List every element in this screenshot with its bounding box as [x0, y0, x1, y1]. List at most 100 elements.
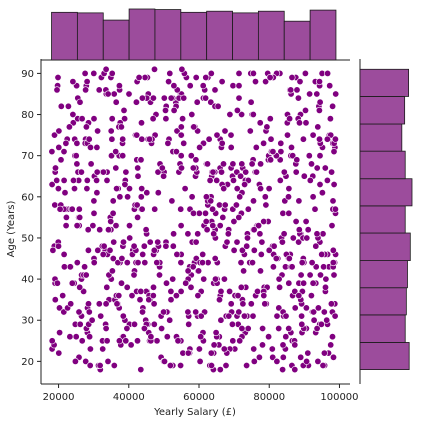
top-hist-bar [154, 9, 182, 61]
scatter-point [320, 349, 328, 357]
scatter-point [225, 312, 233, 320]
scatter-point [329, 259, 337, 267]
scatter-point [48, 181, 56, 189]
scatter-point [240, 267, 248, 275]
scatter-point [331, 205, 339, 213]
scatter-point [228, 320, 236, 328]
scatter-point [256, 267, 264, 275]
scatter-point [250, 226, 258, 234]
scatter-point [303, 234, 311, 242]
scatter-point [69, 111, 77, 119]
scatter-point [212, 275, 220, 283]
scatter-point [102, 324, 110, 332]
scatter-point [128, 292, 136, 300]
y-axis-ticks: 20 30 40 50 60 70 80 90 [21, 69, 41, 368]
scatter-point [184, 267, 192, 275]
scatter-point [188, 111, 196, 119]
scatter-point [202, 218, 210, 226]
x-tick-label: 60000 [183, 392, 215, 403]
scatter-point [259, 324, 267, 332]
scatter-point [316, 152, 324, 160]
scatter-point [216, 222, 224, 230]
scatter-point [90, 209, 98, 217]
scatter-point [276, 176, 284, 184]
scatter-point [211, 86, 219, 94]
scatter-point [267, 135, 275, 143]
scatter-point [226, 287, 234, 295]
scatter-point [212, 329, 220, 337]
scatter-point [292, 218, 300, 226]
scatter-point [315, 106, 323, 114]
scatter-point [115, 337, 123, 345]
right-hist-bar [359, 314, 406, 343]
top-hist-bar [283, 20, 311, 61]
scatter-point [71, 357, 79, 365]
scatter-point [145, 296, 153, 304]
scatter-point [83, 176, 91, 184]
scatter-point [150, 246, 158, 254]
scatter-point [138, 135, 146, 143]
scatter-point [321, 283, 329, 291]
scatter-point [213, 131, 221, 139]
scatter-point [246, 127, 254, 135]
scatter-point [137, 156, 145, 164]
scatter-point [316, 181, 324, 189]
scatter-point [96, 226, 104, 234]
scatter-point [135, 74, 143, 82]
scatter-point [233, 238, 241, 246]
scatter-point [282, 333, 290, 341]
scatter-point [53, 279, 61, 287]
scatter-point [304, 349, 312, 357]
scatter-point [236, 193, 244, 201]
scatter-point [301, 106, 309, 114]
scatter-point [205, 135, 213, 143]
scatter-point [319, 361, 327, 369]
scatter-point [220, 160, 228, 168]
scatter-point [209, 222, 217, 230]
scatter-point [134, 337, 142, 345]
scatter-point [154, 238, 162, 246]
scatter-point [116, 193, 124, 201]
scatter-point [313, 324, 321, 332]
scatter-point [216, 366, 224, 374]
scatter-point [202, 74, 210, 82]
scatter-point [166, 69, 174, 77]
scatter-point [108, 69, 116, 77]
scatter-point [194, 292, 202, 300]
scatter-point [302, 218, 310, 226]
scatter-point [126, 234, 134, 242]
scatter-point [221, 127, 229, 135]
scatter-point [256, 119, 264, 127]
scatter-point [84, 226, 92, 234]
x-axis-ticks: 20000 40000 60000 80000 100000 [43, 384, 359, 403]
scatter-point [182, 279, 190, 287]
scatter-point [261, 300, 269, 308]
scatter-point [327, 300, 335, 308]
scatter-point [327, 341, 335, 349]
scatter-point [82, 271, 90, 279]
scatter-point [177, 361, 185, 369]
scatter-point [310, 308, 318, 316]
scatter-point [137, 193, 145, 201]
scatter-point [71, 185, 79, 193]
scatter-point [108, 267, 116, 275]
scatter-point [173, 250, 181, 258]
scatter-point [293, 156, 301, 164]
scatter-point [278, 238, 286, 246]
scatter-point [154, 189, 162, 197]
scatter-point [277, 148, 285, 156]
scatter-point [299, 135, 307, 143]
scatter-point [85, 300, 93, 308]
scatter-point [289, 152, 297, 160]
scatter-point [273, 357, 281, 365]
scatter-point [301, 69, 309, 77]
scatter-point [243, 242, 251, 250]
scatter-point [257, 250, 265, 258]
scatter-point [199, 250, 207, 258]
scatter-point [113, 185, 121, 193]
scatter-point [177, 205, 185, 213]
scatter-point [260, 218, 268, 226]
scatter-point [248, 160, 256, 168]
scatter-point [199, 82, 207, 90]
